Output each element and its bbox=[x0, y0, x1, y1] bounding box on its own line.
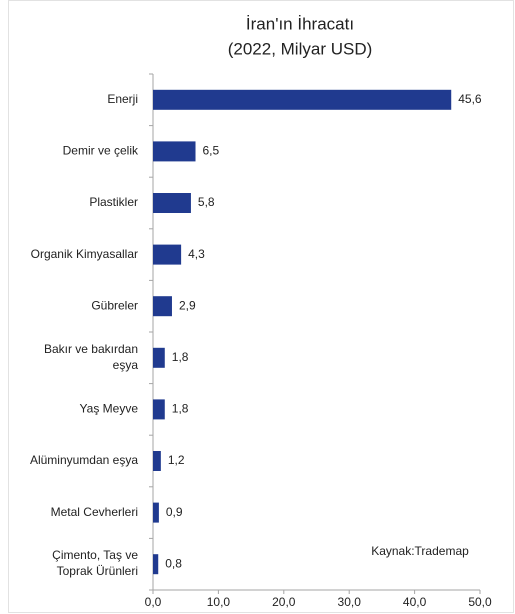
value-label: 1,8 bbox=[172, 402, 189, 416]
bar bbox=[153, 399, 165, 420]
x-tick-label: 40,0 bbox=[403, 595, 427, 609]
y-tick-label: Alüminyumdan eşya bbox=[30, 453, 138, 467]
bar bbox=[153, 244, 182, 265]
y-tick-label: Demir ve çelik bbox=[63, 144, 139, 158]
x-tick-label: 20,0 bbox=[272, 595, 296, 609]
bar bbox=[153, 554, 159, 575]
x-tick-label: 0,0 bbox=[145, 595, 162, 609]
value-label: 4,3 bbox=[188, 247, 205, 261]
value-label: 2,9 bbox=[179, 298, 196, 312]
bar bbox=[153, 193, 191, 213]
bar bbox=[153, 141, 196, 162]
bar bbox=[153, 451, 161, 471]
bar bbox=[153, 89, 452, 110]
bar bbox=[153, 296, 172, 317]
x-tick-label: 10,0 bbox=[207, 595, 231, 609]
value-label: 45,6 bbox=[458, 92, 482, 106]
x-tick-label: 50,0 bbox=[468, 595, 492, 609]
y-tick-label: Organik Kimyasallar bbox=[31, 247, 138, 261]
y-tick-label: Çimento, Taş ve Toprak Ürünleri bbox=[52, 548, 138, 578]
bar bbox=[153, 347, 165, 368]
y-tick-label: Gübreler bbox=[91, 298, 138, 312]
value-label: 5,8 bbox=[198, 195, 215, 209]
value-label: 1,2 bbox=[168, 453, 185, 467]
frame bbox=[8, 0, 514, 613]
annotation: Kaynak:Trademap bbox=[371, 544, 469, 558]
chart-subtitle: (2022, Milyar USD) bbox=[228, 39, 373, 58]
y-tick-label: Bakır ve bakırdan eşya bbox=[44, 342, 138, 372]
value-label: 6,5 bbox=[203, 144, 220, 158]
value-label: 0,8 bbox=[165, 556, 182, 570]
value-label: 1,8 bbox=[172, 350, 189, 364]
y-tick-label: Plastikler bbox=[89, 195, 138, 209]
chart-title: İran'ın İhracatı bbox=[246, 14, 354, 33]
y-tick-label: Enerji bbox=[107, 92, 138, 106]
bar bbox=[153, 502, 159, 523]
value-label: 0,9 bbox=[166, 505, 183, 519]
y-tick-label: Yaş Meyve bbox=[80, 402, 139, 416]
x-tick-label: 30,0 bbox=[338, 595, 362, 609]
y-tick-label: Metal Cevherleri bbox=[51, 505, 138, 519]
